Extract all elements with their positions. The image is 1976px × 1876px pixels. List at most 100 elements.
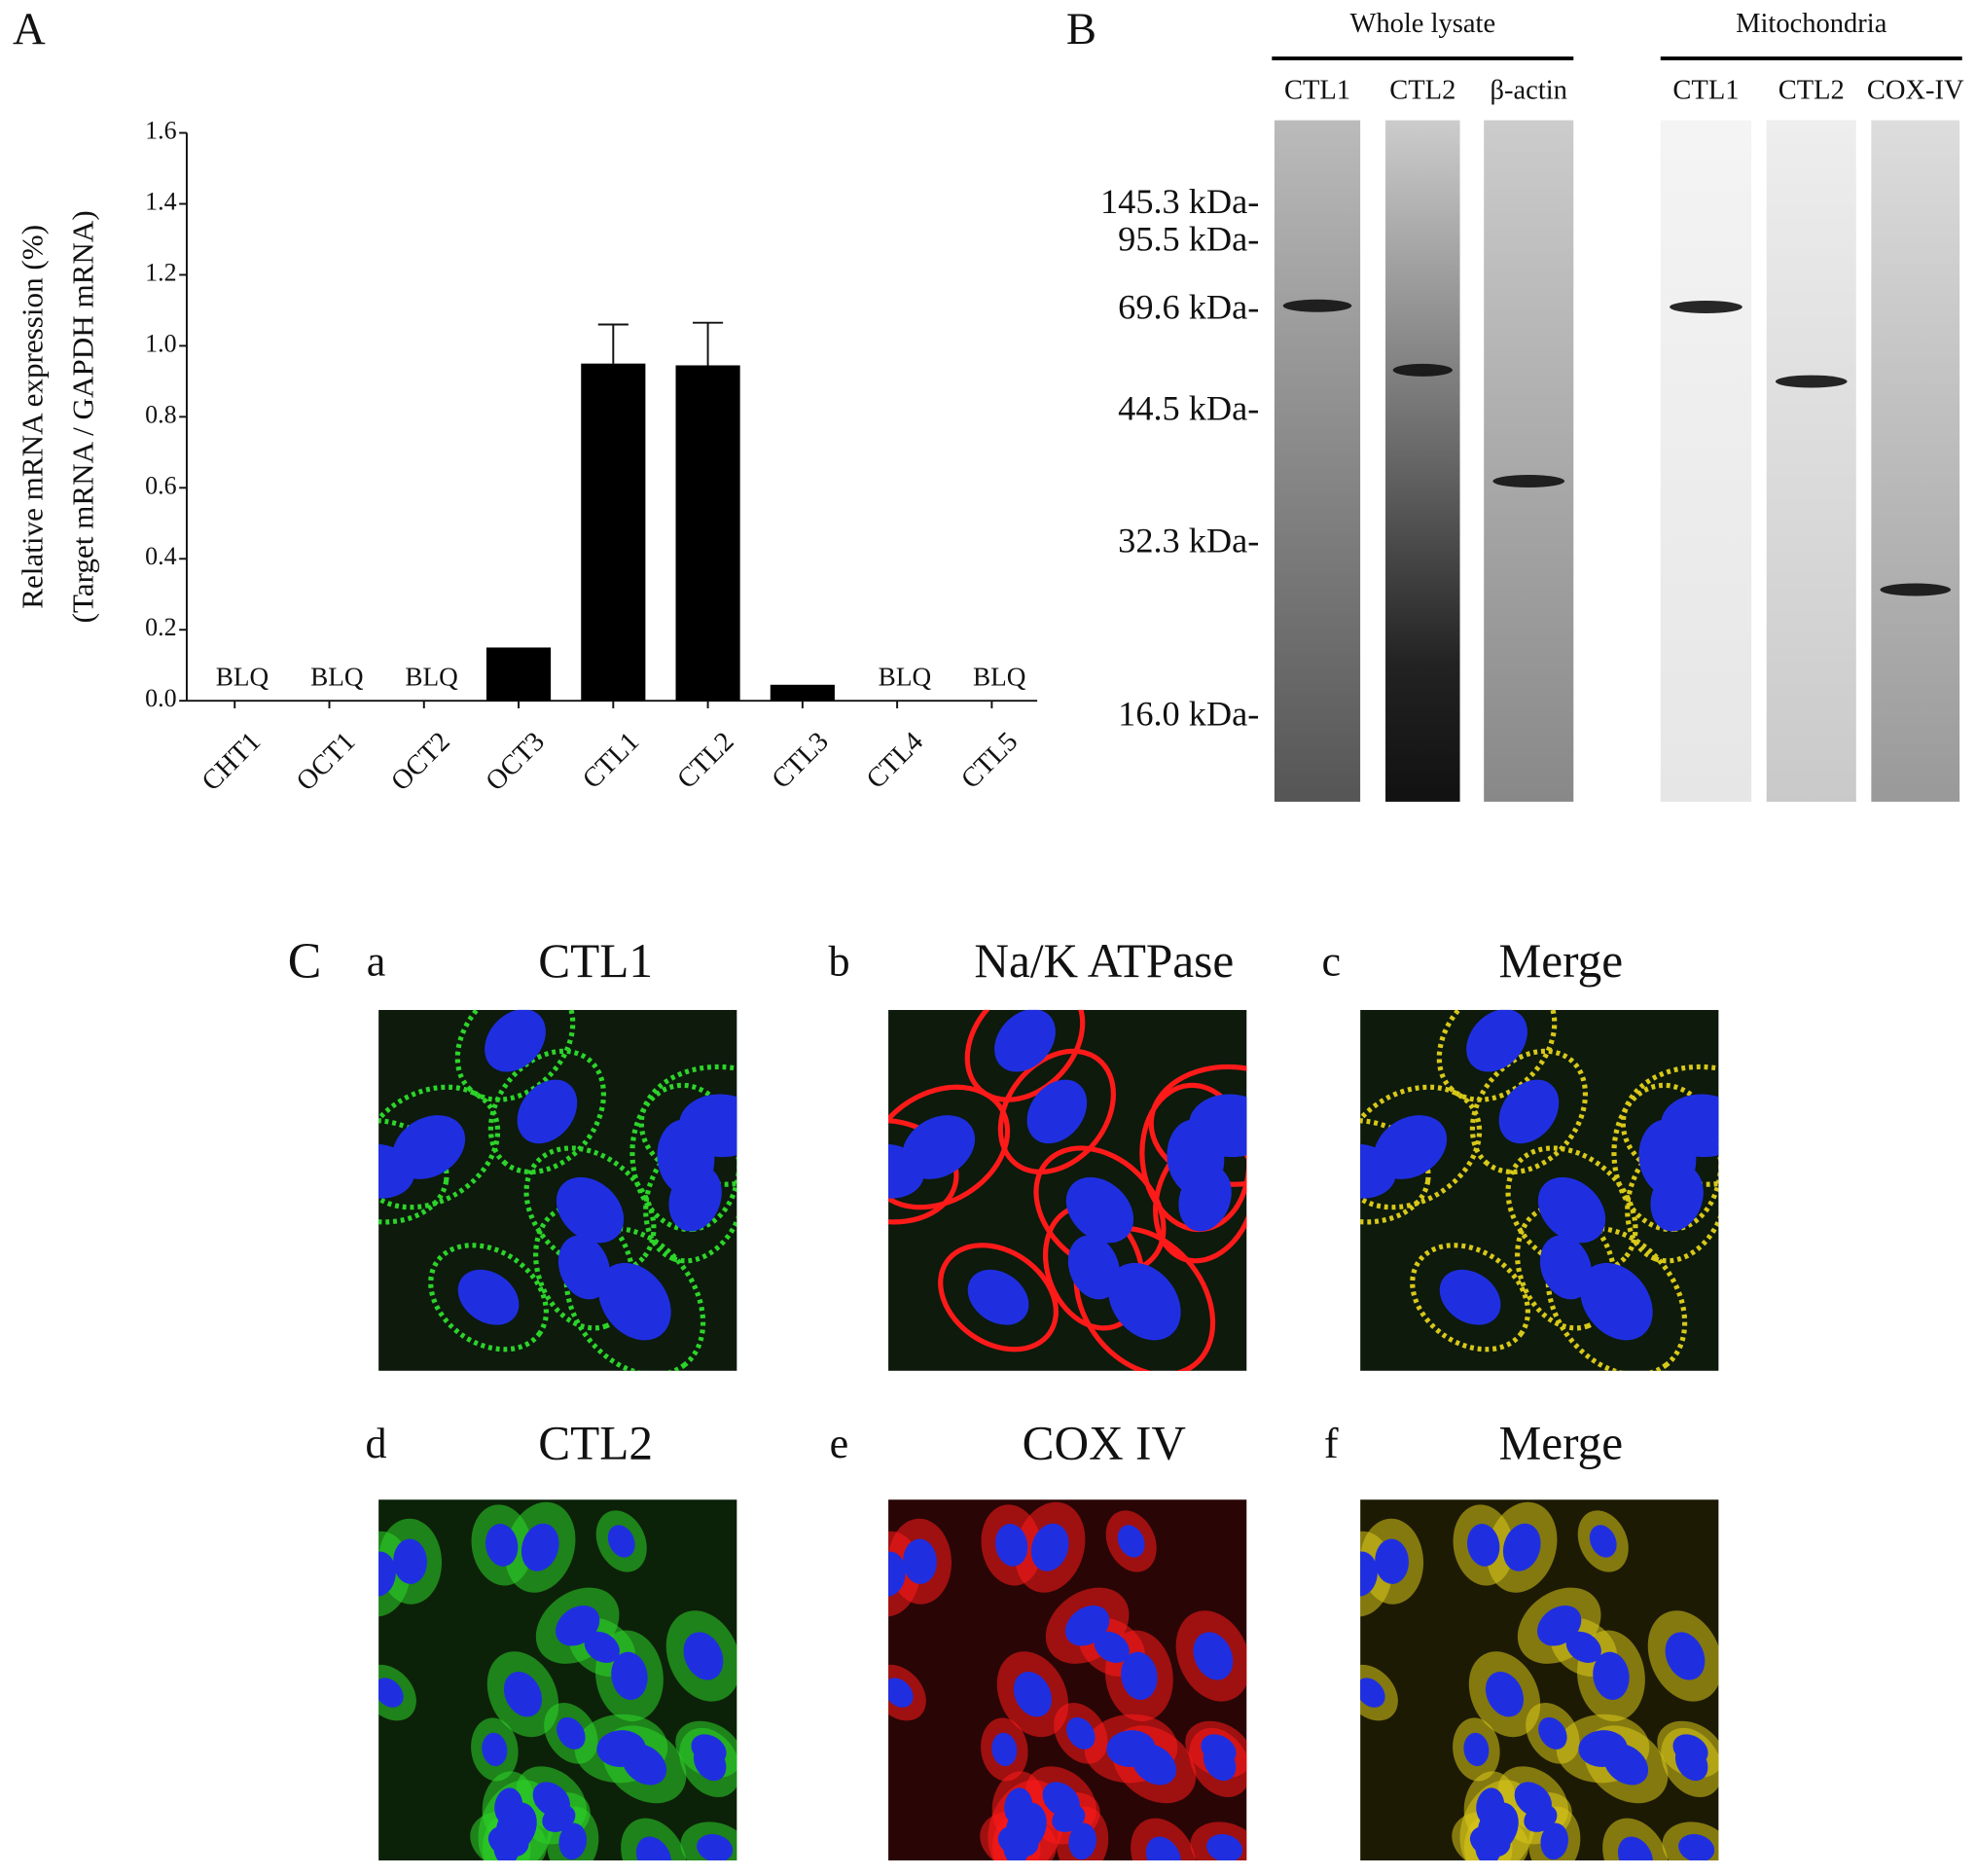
nucleus xyxy=(1094,1631,1130,1663)
nucleus xyxy=(1502,1523,1541,1571)
nucleus xyxy=(903,1538,937,1584)
value-label: BLQ xyxy=(879,662,932,691)
nucleus xyxy=(485,1524,519,1567)
nucleus xyxy=(1068,1822,1096,1860)
marker-label: 95.5 kDa- xyxy=(1118,220,1259,259)
cell xyxy=(888,1117,959,1225)
y-tick-label: 0.2 xyxy=(145,613,176,641)
image-title: Na/K ATPase xyxy=(974,934,1234,988)
cell xyxy=(378,1117,449,1225)
value-label: BLQ xyxy=(405,662,458,691)
micrograph xyxy=(888,1499,1247,1861)
cell xyxy=(1436,1009,1558,1102)
blot-lane xyxy=(1766,120,1856,802)
x-tick-label: CTL2 xyxy=(671,727,739,795)
image-title: COX IV xyxy=(1023,1416,1187,1469)
cell xyxy=(888,1084,1011,1210)
y-tick-label: 1.4 xyxy=(145,187,176,215)
nucleus xyxy=(1052,1804,1086,1832)
cell xyxy=(533,1204,635,1331)
nucleus xyxy=(1538,1716,1567,1750)
cell xyxy=(1469,1048,1589,1175)
group-title: Whole lysate xyxy=(1349,9,1495,39)
nucleus xyxy=(1539,1235,1593,1300)
blot-band xyxy=(1670,301,1742,314)
lane-label: COX-IV xyxy=(1867,76,1964,106)
nucleus xyxy=(611,1651,648,1700)
nucleus xyxy=(1013,1672,1052,1717)
nucleus xyxy=(1537,1176,1606,1244)
nucleus xyxy=(1466,1009,1527,1072)
nucleus xyxy=(1476,1787,1505,1825)
nucleus xyxy=(1030,1523,1069,1571)
nucleus xyxy=(1145,1836,1181,1861)
nucleus xyxy=(1201,1734,1237,1765)
nucleus xyxy=(679,1094,737,1158)
nucleus xyxy=(1580,1262,1653,1341)
nucleus xyxy=(1485,1672,1525,1717)
blot-band xyxy=(1282,299,1352,312)
nucleus xyxy=(991,1732,1018,1767)
panel-letter: A xyxy=(13,4,46,54)
cell xyxy=(1360,1084,1483,1210)
x-tick-label: CTL3 xyxy=(767,727,835,795)
nucleus xyxy=(1065,1176,1134,1244)
lane-label: CTL1 xyxy=(1672,76,1739,106)
nucleus xyxy=(1678,1833,1715,1861)
blot-band xyxy=(1492,475,1565,487)
nucleus xyxy=(1193,1632,1234,1680)
image-letter: d xyxy=(365,1420,386,1467)
blot-lane xyxy=(1484,120,1574,802)
nucleus xyxy=(607,1525,635,1558)
nucleus xyxy=(697,1833,734,1861)
nucleus xyxy=(457,1269,520,1325)
y-tick-label: 0.4 xyxy=(145,542,176,570)
x-tick-label: CHT1 xyxy=(197,727,267,797)
blot-lane xyxy=(1660,120,1752,802)
nucleus xyxy=(1188,1094,1247,1158)
nucleus xyxy=(1672,1734,1708,1765)
nucleus xyxy=(1661,1094,1719,1158)
nucleus xyxy=(521,1523,559,1571)
nucleus xyxy=(1617,1836,1653,1861)
nucleus xyxy=(493,1830,520,1861)
nucleus xyxy=(378,1551,396,1597)
cell xyxy=(938,1243,1059,1353)
nucleus xyxy=(668,1165,722,1232)
nucleus xyxy=(542,1804,576,1832)
nucleus xyxy=(888,1551,906,1597)
nucleus xyxy=(902,1115,976,1179)
nucleus xyxy=(1108,1262,1181,1341)
nucleus xyxy=(494,1787,523,1825)
bar xyxy=(485,647,552,702)
micrograph xyxy=(1360,1499,1719,1861)
nucleus xyxy=(558,1822,587,1860)
nucleus xyxy=(1360,1678,1385,1708)
nucleus xyxy=(557,1235,611,1300)
nucleus xyxy=(1117,1525,1145,1558)
y-axis-label: Relative mRNA expression (%) xyxy=(15,225,49,609)
nucleus xyxy=(1593,1651,1630,1700)
nucleus xyxy=(1665,1632,1706,1680)
image-title: Merge xyxy=(1498,934,1623,988)
bar xyxy=(581,363,646,702)
group-title: Mitochondria xyxy=(1736,9,1887,39)
nucleus xyxy=(556,1176,625,1244)
cell xyxy=(1515,1204,1617,1331)
nucleus xyxy=(596,1730,646,1767)
bar xyxy=(770,684,835,702)
cell xyxy=(1410,1243,1531,1353)
micrograph xyxy=(888,1009,1247,1371)
nucleus xyxy=(994,1524,1028,1567)
nucleus xyxy=(1004,1787,1033,1825)
nucleus xyxy=(1475,1830,1501,1861)
marker-label: 145.3 kDa- xyxy=(1100,182,1259,221)
lane-label: β-actin xyxy=(1491,76,1567,106)
nucleus xyxy=(691,1734,727,1765)
nucleus xyxy=(1463,1732,1490,1767)
nucleus xyxy=(1121,1651,1158,1700)
blot-band xyxy=(1392,363,1453,377)
cell xyxy=(1505,1145,1638,1275)
x-tick-label: OCT1 xyxy=(291,727,361,797)
nucleus xyxy=(1565,1631,1601,1663)
